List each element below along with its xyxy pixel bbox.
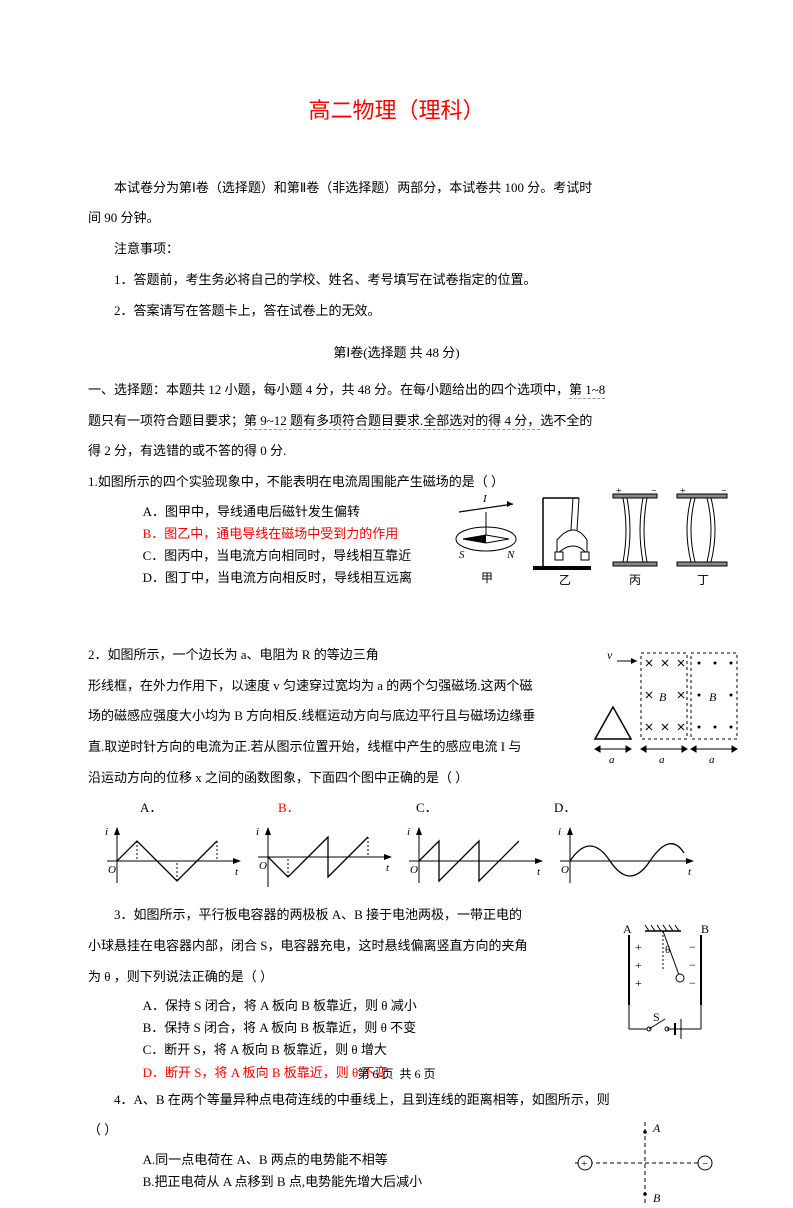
q2-B-label: B．	[278, 796, 416, 821]
svg-text:O: O	[259, 860, 267, 872]
svg-text:+: +	[635, 976, 642, 990]
q1: 1.如图所示的四个实验现象中，不能表明在电流周围能产生磁场的是（ ） A．图甲中…	[88, 470, 705, 639]
q2-graph-b-icon: i t O	[252, 823, 397, 893]
svg-text:t: t	[386, 862, 390, 874]
svg-text:+: +	[635, 958, 642, 972]
q2-graph-c-icon: i t O	[403, 823, 548, 893]
svg-text:B: B	[653, 1191, 661, 1205]
svg-text:A: A	[652, 1121, 661, 1135]
svg-text:a: a	[709, 754, 715, 765]
q1-figures: I S N 甲	[447, 488, 747, 598]
q3-figure-icon: A B + + + − − − θ	[605, 919, 735, 1049]
sec1-intro-l2-pre: 题只有一项符合题目要求；	[88, 413, 244, 428]
page-title: 高二物理（理科）	[88, 90, 705, 132]
svg-text:+: +	[581, 1158, 587, 1170]
q3-figure: A B + + + − − − θ	[605, 919, 735, 1049]
section1-header: 第Ⅰ卷(选择题 共 48 分)	[88, 341, 705, 366]
q4: 4．A、B 在两个等量异种点电荷连线的中垂线上，且到连线的距离相等，如图所示，则…	[88, 1088, 705, 1194]
q2-C-label: C．	[416, 796, 554, 821]
q2-A-label: A．	[140, 796, 278, 821]
svg-text:乙: 乙	[559, 573, 571, 587]
q2-choice-labels: A． B． C． D．	[88, 796, 705, 821]
q2-stem-e: 沿运动方向的位移 x 之间的函数图象，下面四个图中正确的是（ ）	[88, 766, 705, 791]
q4-figure: + − A B	[565, 1118, 725, 1208]
svg-text:甲: 甲	[481, 571, 493, 585]
svg-text:N: N	[506, 549, 515, 561]
svg-text:−: −	[721, 488, 727, 497]
q3: 3．如图所示，平行板电容器的两极板 A、B 接于电池两极，一带正电的 小球悬挂在…	[88, 903, 705, 1083]
svg-text:−: −	[702, 1158, 708, 1170]
svg-text:−: −	[689, 958, 696, 972]
svg-text:i: i	[105, 826, 108, 838]
svg-text:−: −	[689, 940, 696, 954]
notice-2: 2．答案请写在答题卡上，答在试卷上的无效。	[88, 299, 705, 324]
notice-1: 1．答题前，考生务必将自己的学校、姓名、考号填写在试卷指定的位置。	[88, 268, 705, 293]
svg-text:A: A	[623, 922, 632, 936]
sec1-intro-l2-dash: 第 9~12 题有多项符合题目要求.全部选对的得 4 分，	[244, 413, 540, 430]
q2-D-label: D．	[554, 796, 692, 821]
svg-text:−: −	[651, 488, 657, 497]
svg-text:S: S	[459, 549, 465, 561]
svg-text:O: O	[410, 864, 418, 876]
notice-label: 注意事项：	[88, 237, 705, 262]
page-footer-total: 共 6 页	[400, 1067, 436, 1081]
svg-text:B: B	[659, 690, 667, 704]
sec1-intro-l1: 一、选择题：本题共 12 小题，每小题 4 分，共 48 分。在每小题给出的四个…	[88, 378, 705, 403]
exam-page: 高二物理（理科） 本试卷分为第Ⅰ卷（选择题）和第Ⅱ卷（非选择题）两部分，本试卷共…	[0, 0, 793, 1122]
svg-text:a: a	[609, 754, 615, 765]
svg-text:θ: θ	[665, 944, 670, 956]
svg-text:丁: 丁	[697, 573, 709, 587]
q2-graph-d-icon: i t O	[554, 823, 699, 893]
sec1-intro-l2: 题只有一项符合题目要求；第 9~12 题有多项符合题目要求.全部选对的得 4 分…	[88, 409, 705, 434]
svg-text:i: i	[256, 826, 259, 838]
sec1-intro-l2-post: 选不全的	[540, 413, 592, 428]
svg-text:I: I	[482, 493, 488, 505]
q1-figure-icon: I S N 甲	[447, 488, 747, 598]
sec1-intro-l3: 得 2 分，有选错的或不答的得 0 分.	[88, 439, 705, 464]
intro-p1: 本试卷分为第Ⅰ卷（选择题）和第Ⅱ卷（非选择题）两部分，本试卷共 100 分。考试…	[88, 176, 705, 201]
sec1-intro-l1-dash: 第 1~8	[569, 382, 605, 399]
svg-text:+: +	[680, 488, 686, 497]
svg-text:丙: 丙	[629, 573, 641, 587]
svg-text:B: B	[701, 922, 709, 936]
q2-figure: v	[587, 645, 747, 765]
svg-text:−: −	[689, 976, 696, 990]
q2-choice-graphs: i t O i t O	[88, 823, 705, 893]
svg-text:t: t	[688, 866, 692, 878]
svg-text:+: +	[635, 940, 642, 954]
svg-text:S: S	[653, 1010, 660, 1024]
svg-text:B: B	[709, 690, 717, 704]
svg-text:i: i	[558, 826, 561, 838]
q4-figure-icon: + − A B	[565, 1118, 725, 1208]
svg-text:v: v	[607, 648, 613, 662]
page-footer-current: 第 6 页	[357, 1067, 393, 1081]
q4-stem-a: 4．A、B 在两个等量异种点电荷连线的中垂线上，且到连线的距离相等，如图所示，则	[88, 1088, 705, 1113]
q2: 2．如图所示，一个边长为 a、电阻为 R 的等边三角 形线框，在外力作用下，以速…	[88, 643, 705, 893]
q2-figure-icon: v	[587, 645, 747, 765]
svg-text:i: i	[407, 826, 410, 838]
svg-text:t: t	[235, 866, 239, 878]
svg-text:+: +	[616, 488, 622, 497]
sec1-intro-l1-pre: 一、选择题：本题共 12 小题，每小题 4 分，共 48 分。在每小题给出的四个…	[88, 382, 569, 397]
svg-text:O: O	[108, 864, 116, 876]
q2-graph-a-icon: i t O	[101, 823, 246, 893]
svg-text:t: t	[537, 866, 541, 878]
svg-text:a: a	[659, 754, 665, 765]
page-footer: 第 6 页 共 6 页	[0, 1063, 793, 1086]
svg-text:O: O	[561, 864, 569, 876]
intro-p2: 间 90 分钟。	[88, 206, 705, 231]
